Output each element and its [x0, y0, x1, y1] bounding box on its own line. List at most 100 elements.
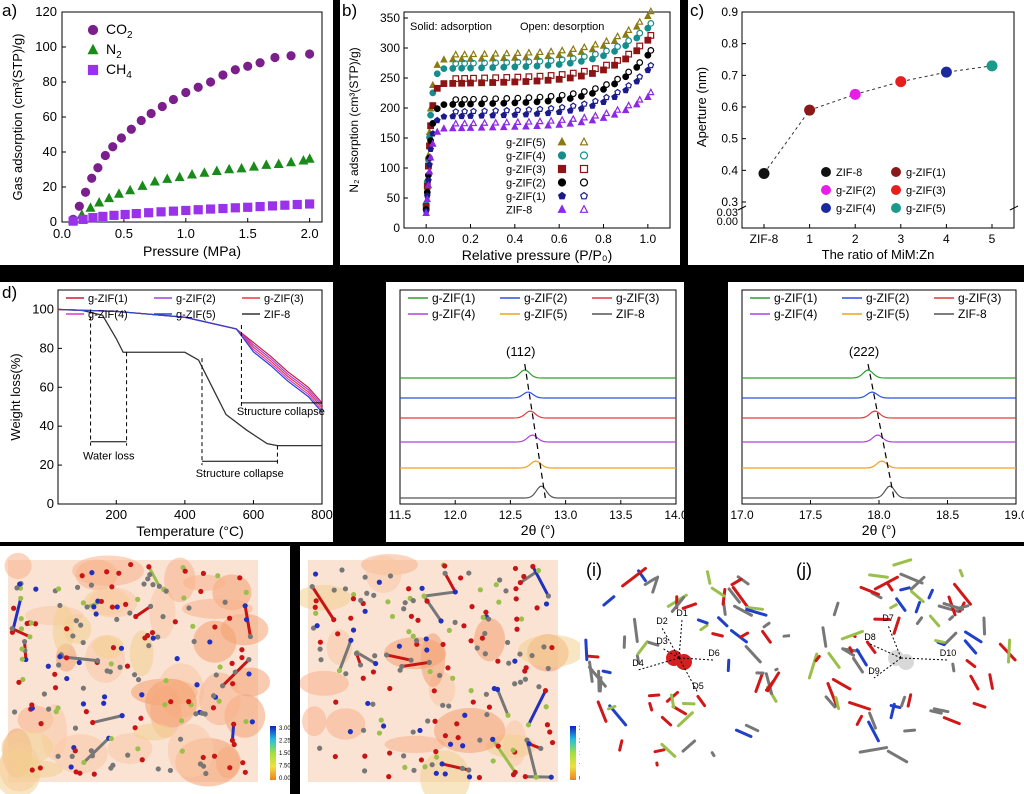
data-point — [286, 51, 296, 61]
data-point — [588, 116, 597, 124]
data-point — [599, 113, 608, 121]
bond — [899, 586, 911, 592]
legend-marker — [87, 24, 99, 36]
x-tick-label: 4 — [943, 232, 950, 246]
atom — [197, 761, 204, 767]
data-point — [644, 24, 652, 32]
chart-d: 0 20 40 60 80 100 200 400 600 800 Temperature (°C)… — [2, 283, 333, 539]
atom — [45, 663, 51, 669]
atom — [452, 589, 458, 595]
distance-label: D8 — [864, 632, 876, 642]
legend-label: g-ZIF(5) — [176, 309, 216, 321]
atom — [331, 587, 337, 593]
chart-e: 11.5 12.0 12.5 13.0 13.5 14.0 2θ (°) (112) g-ZIF… — [389, 289, 684, 538]
distance-line — [661, 627, 680, 659]
x-tick-label: 0.8 — [595, 232, 612, 246]
data-point — [625, 82, 633, 89]
atom — [98, 598, 104, 605]
atom — [483, 691, 489, 697]
distance-label: D7 — [882, 613, 894, 623]
data-point — [610, 36, 619, 45]
atom — [491, 685, 497, 692]
data-point — [511, 111, 519, 118]
atom — [373, 660, 379, 667]
atom — [545, 665, 551, 672]
data-point — [544, 121, 552, 129]
data-point — [633, 34, 641, 42]
data-point — [149, 176, 160, 186]
atom — [146, 643, 152, 649]
atom — [101, 694, 108, 700]
atom — [135, 677, 142, 683]
atom — [69, 753, 75, 759]
panel-c: 0.3 0.4 0.5 0.6 0.7 0.8 0.9 0.03 0.00 ZIF-8 1 2 3 4 5 T… — [688, 0, 1024, 265]
x-tick-label: 800 — [311, 507, 333, 522]
legend-label: g-ZIF(2) — [866, 291, 909, 305]
legend-marker — [891, 203, 901, 213]
legend-marker — [821, 203, 831, 213]
atom — [177, 736, 184, 742]
atom — [350, 591, 357, 598]
density-blob — [107, 733, 153, 765]
panel-label: c) — [690, 1, 704, 20]
atom — [536, 684, 542, 690]
data-point — [522, 110, 530, 118]
atom — [396, 643, 403, 649]
atom — [17, 581, 23, 587]
bond — [929, 709, 943, 715]
data-point — [477, 123, 486, 131]
bond — [645, 640, 660, 647]
x-tick-label: 17.5 — [799, 508, 823, 522]
atom — [376, 730, 383, 736]
atom — [72, 748, 78, 754]
data-point — [224, 163, 235, 174]
atom — [450, 675, 456, 681]
legend-marker — [579, 191, 589, 200]
legend-label: g-ZIF(5) — [524, 307, 567, 321]
atom — [477, 737, 483, 743]
legend-label: ZIF-8 — [264, 309, 290, 321]
data-point — [88, 213, 98, 223]
data-point — [199, 167, 210, 177]
data-point — [533, 62, 541, 70]
bond — [821, 626, 828, 648]
bond — [848, 701, 871, 711]
data-point — [525, 48, 533, 56]
data-point — [489, 64, 497, 71]
atom — [512, 681, 518, 687]
atom — [174, 656, 180, 662]
atom — [503, 588, 509, 594]
legend-marker — [579, 151, 589, 160]
x-tick-label: 1 — [806, 232, 813, 246]
distance-label: D2 — [656, 616, 668, 626]
atom — [243, 589, 249, 595]
x-tick-label: 2.0 — [301, 226, 319, 241]
bond — [928, 614, 941, 628]
data-point — [580, 42, 589, 51]
atom — [438, 618, 444, 624]
bond — [660, 715, 673, 727]
atom — [383, 652, 390, 658]
atom — [21, 638, 28, 645]
data-point — [644, 66, 652, 74]
atom — [522, 773, 528, 780]
bond — [766, 671, 781, 693]
data-point — [566, 59, 574, 67]
data-point — [489, 111, 497, 119]
data-point — [644, 92, 652, 101]
data-point — [602, 36, 611, 44]
atom — [93, 611, 99, 617]
data-point — [592, 97, 599, 104]
atom — [57, 654, 63, 660]
data-point — [603, 61, 610, 69]
atom — [462, 712, 468, 718]
atom — [191, 638, 197, 645]
bond — [782, 634, 790, 638]
data-point — [433, 70, 441, 78]
data-point — [74, 201, 84, 211]
density-blob — [129, 630, 154, 677]
data-point — [429, 102, 437, 110]
data-point — [544, 97, 552, 105]
data-point — [488, 54, 497, 62]
atom — [504, 639, 511, 646]
